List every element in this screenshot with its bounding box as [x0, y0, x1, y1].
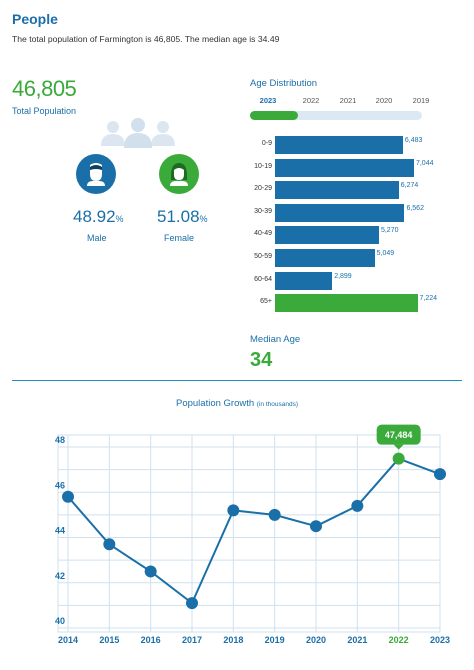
age-bar-value-label: 7,224 [419, 295, 438, 303]
data-point [103, 538, 116, 551]
age-bar [275, 249, 375, 267]
tab-year-2021[interactable]: 2021 [339, 96, 357, 105]
year-slider-fill [250, 111, 299, 120]
y-tick-label: 46 [55, 480, 65, 490]
age-bar [275, 226, 379, 245]
age-distribution-title: Age Distribution [250, 78, 318, 89]
y-tick-label: 44 [55, 526, 65, 536]
data-point [268, 508, 281, 521]
female-percentage: 51.08% [157, 207, 208, 226]
x-tick-label: 2014 [58, 635, 78, 645]
data-point [62, 490, 74, 503]
age-distribution-chart: 0-9 6,483 10-19 7,044 20-29 6,274 30-39 6,562 40… [250, 136, 470, 318]
section-title: People [12, 11, 58, 27]
highlight-callout-label: 47,484 [385, 430, 413, 440]
x-tick-label: 2021 [347, 635, 367, 645]
growth-chart-title: Population Growth (in thousands) [175, 398, 298, 409]
x-tick-label: 2018 [223, 635, 243, 645]
median-age-value: 34 [250, 349, 273, 371]
age-category-label: 20-29 [254, 185, 272, 193]
age-bar [275, 271, 333, 290]
age-bar-row: 0-9 6,483 [250, 136, 470, 154]
data-point [186, 597, 198, 610]
age-bar [275, 181, 399, 200]
highlight-callout [376, 424, 421, 445]
age-bar-row: 20-29 6,274 [250, 181, 470, 200]
total-population-value: 46,805 [12, 76, 77, 101]
section-divider [12, 380, 462, 381]
data-point [351, 499, 364, 512]
age-bar [275, 158, 414, 177]
series-line [67, 457, 441, 605]
highlight-callout-pointer [393, 444, 404, 450]
age-bar-value-label: 7,044 [415, 159, 434, 167]
median-age-label: Median Age [250, 334, 301, 345]
age-category-label: 65+ [260, 298, 272, 306]
age-category-label: 40-49 [254, 230, 272, 238]
data-point [144, 565, 157, 578]
data-point [310, 520, 322, 533]
age-bar-value-label: 6,274 [400, 182, 419, 190]
year-tabs: 2023 2022 2021 2020 2019 [250, 96, 430, 108]
age-category-label: 30-39 [254, 207, 272, 215]
female-person-icon [159, 154, 199, 194]
x-tick-label: 2016 [141, 635, 161, 645]
y-tick-label: 48 [55, 435, 65, 445]
year-slider[interactable] [250, 111, 422, 120]
age-category-label: 10-19 [254, 162, 272, 170]
data-point [392, 452, 405, 465]
male-person-icon [76, 154, 116, 194]
x-tick-label: 2023 [430, 635, 450, 645]
age-bar-row: 40-49 5,270 [250, 226, 470, 245]
age-bar-row: 30-39 6,562 [250, 203, 470, 222]
tab-year-2020[interactable]: 2020 [375, 96, 393, 105]
x-tick-label: 2020 [306, 635, 326, 645]
age-bar [275, 294, 418, 313]
age-bar-value-label: 6,562 [406, 204, 424, 212]
tab-year-2023[interactable]: 2023 [259, 96, 277, 105]
age-bar-row: 65+ 7,224 [250, 294, 470, 313]
people-group-icon [101, 118, 175, 148]
y-tick-label: 42 [55, 571, 65, 581]
x-tick-label: 2015 [99, 635, 119, 645]
x-tick-label: 2017 [182, 635, 202, 645]
age-bar-row: 10-19 7,044 [250, 158, 470, 177]
age-bar [275, 136, 403, 154]
y-tick-label: 40 [55, 616, 65, 626]
x-tick-label: 2019 [265, 635, 285, 645]
age-bar-row: 50-59 5,049 [250, 249, 470, 267]
age-bar-value-label: 2,899 [334, 272, 352, 280]
male-label: Male [87, 233, 107, 243]
female-label: Female [164, 233, 195, 243]
plot-border [57, 434, 441, 633]
age-category-label: 60-64 [254, 275, 272, 283]
data-point [434, 468, 446, 481]
x-tick-label: 2022 [389, 635, 409, 645]
data-point [227, 504, 240, 517]
age-bar [275, 203, 405, 222]
intro-text: The total population of Farmington is 46… [12, 34, 280, 44]
age-bar-value-label: 6,483 [404, 137, 423, 144]
total-population-label: Total Population [12, 106, 77, 116]
tab-year-2022[interactable]: 2022 [302, 96, 320, 105]
age-category-label: 50-59 [254, 253, 272, 260]
age-category-label: 0-9 [261, 140, 272, 147]
age-bar-value-label: 5,270 [380, 227, 399, 235]
age-bar-value-label: 5,049 [376, 250, 395, 257]
male-percentage: 48.92% [73, 207, 124, 226]
age-bar-row: 60-64 2,899 [250, 271, 470, 290]
tab-year-2019[interactable]: 2019 [412, 96, 430, 105]
